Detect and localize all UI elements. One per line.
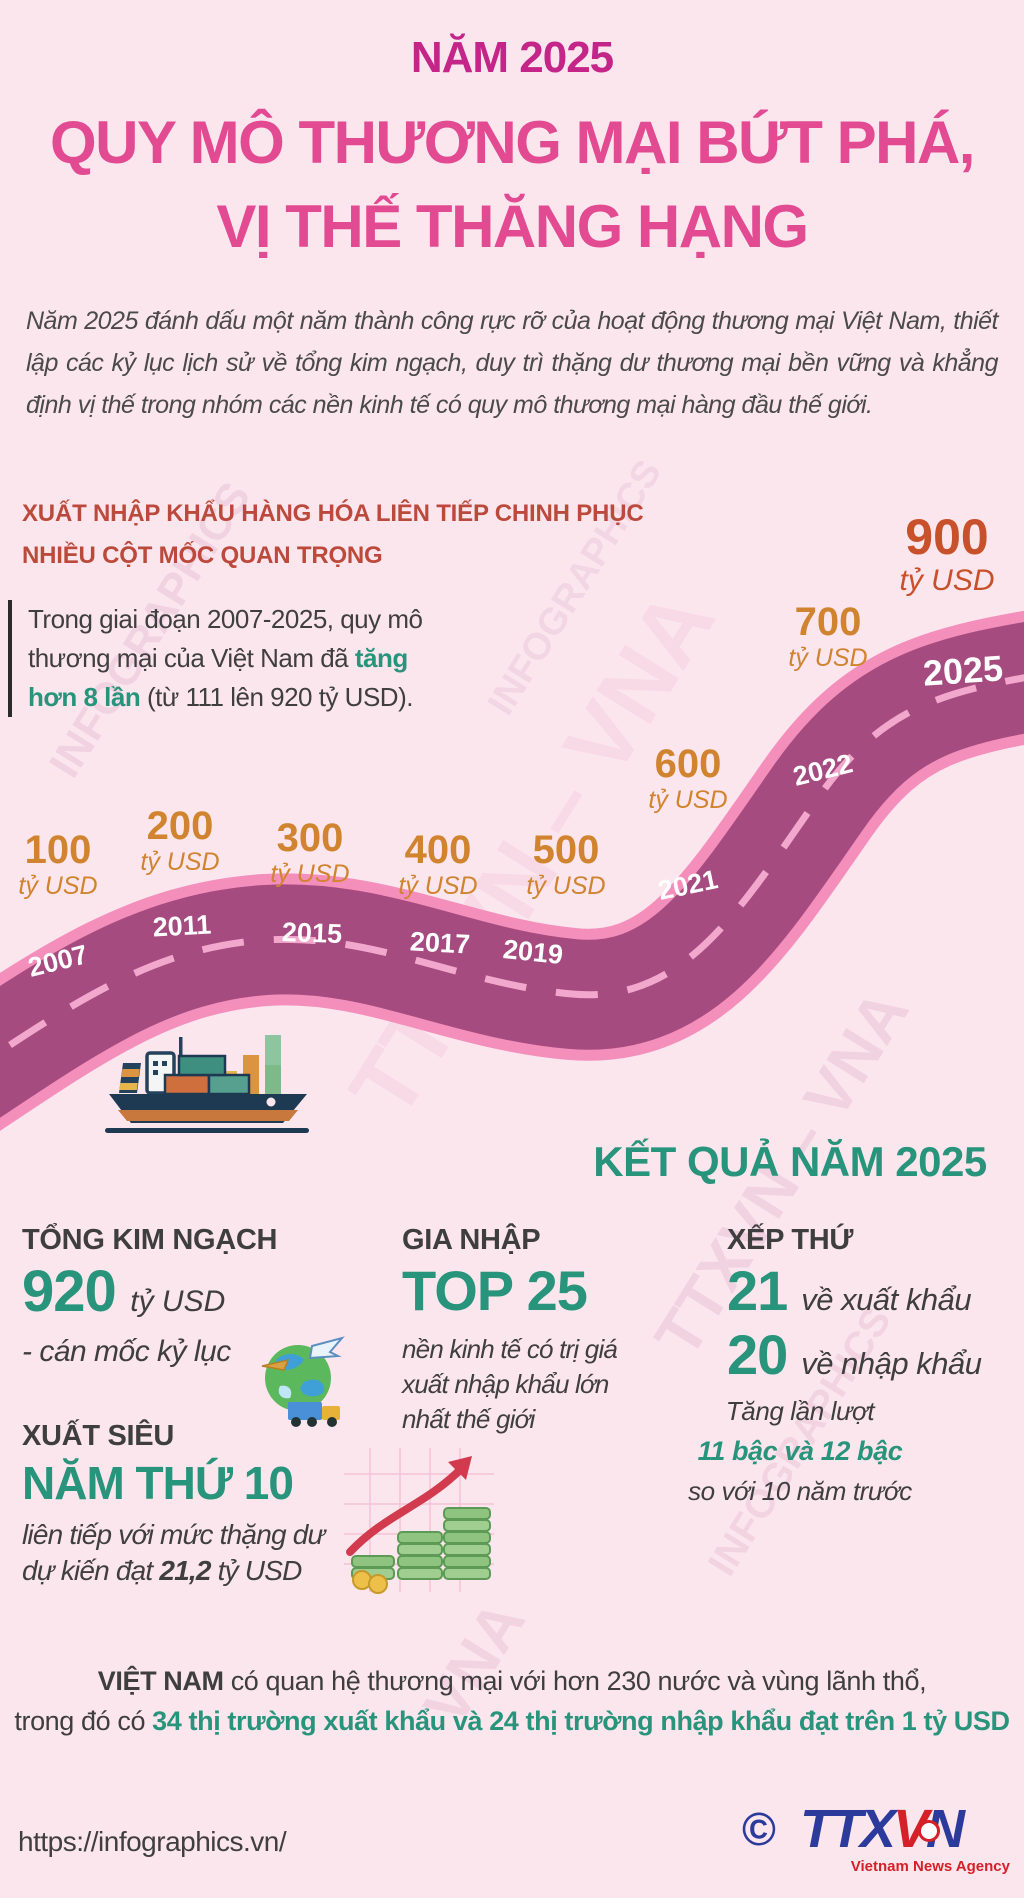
footnote-line2-highlight: 34 thị trường xuất khẩu và 24 thị trường… [152,1706,1010,1736]
milestone-unit: tỷ USD [648,786,728,814]
road-year-label: 2017 [409,926,471,960]
road-year-label: 2015 [281,916,343,950]
milestone-unit: tỷ USD [140,848,220,876]
surplus-desc-post: tỷ USD [210,1555,303,1586]
total-turnover-label: TỔNG KIM NGẠCH [22,1224,278,1256]
source-url[interactable]: https://infographics.vn/ [18,1826,287,1857]
road-center-dashes [0,674,1024,1056]
milestone-value: 600 tỷ USD [628,744,748,813]
ttxvn-logo-word: TTXVN [800,1802,1010,1856]
milestone-unit: tỷ USD [526,872,606,900]
logo-ttx: TTX [800,1799,896,1859]
cargo-ship-icon [105,1035,309,1133]
export-rank-number: 21 [727,1259,788,1322]
export-rank-row: 21 về xuất khẩu [727,1258,972,1323]
rank-note-line2: 11 bậc và 12 bậc [697,1436,903,1466]
kicker-year: NĂM 2025 [410,33,614,82]
top25-value: TOP 25 [402,1259,588,1322]
section-heading-line2: NHIỀU CỘT MỐC QUAN TRỌNG [22,542,383,569]
milestone-number: 300 [276,816,344,860]
milestone-value: 500 tỷ USD [506,830,626,899]
milestone-number: 500 [532,828,600,872]
milestone-value: 400 tỷ USD [378,830,498,899]
section-heading-line1: XUẤT NHẬP KHẨU HÀNG HÓA LIÊN TIẾP CHINH … [22,500,644,527]
milestone-number: 600 [654,742,722,786]
results-heading: KẾT QUẢ NĂM 2025 [593,1138,987,1185]
logo-globe-dot [918,1820,940,1842]
export-rank-label: về xuất khẩu [801,1282,972,1317]
ttxvn-logo: TTXVN Vietnam News Agency [800,1802,1010,1875]
period-note-pre: Trong giai đoạn 2007-2025, quy mô thương… [28,604,423,673]
top25-label: GIA NHẬP [402,1224,541,1256]
milestone-unit: tỷ USD [18,872,98,900]
milestone-value: 100 tỷ USD [0,830,118,899]
surplus-label: XUẤT SIÊU [22,1420,174,1452]
import-rank-number: 20 [727,1323,788,1386]
milestone-value: 700 tỷ USD [768,602,888,671]
page-title-line2: VỊ THẾ THĂNG HẠNG [216,193,809,260]
total-turnover-unit: tỷ USD [130,1285,226,1318]
surplus-value: NĂM THỨ 10 [22,1457,294,1509]
milestone-value-final: 900 tỷ USD [872,512,1022,596]
milestone-value: 300 tỷ USD [250,818,370,887]
footnote-line1-rest: có quan hệ thương mại với hơn 230 nước v… [223,1666,927,1696]
footnote-country: VIỆT NAM [97,1666,224,1696]
period-note: Trong giai đoạn 2007-2025, quy mô thương… [8,600,462,717]
milestone-unit: tỷ USD [398,872,478,900]
total-turnover-note: - cán mốc kỷ lục [22,1335,231,1368]
milestone-unit: tỷ USD [899,564,995,597]
footnote-line2-pre: trong đó có [14,1706,153,1736]
page-title-line1: QUY MÔ THƯƠNG MẠI BỨT PHÁ, [50,109,975,176]
period-note-post: (từ 111 lên 920 tỷ USD). [140,682,414,712]
total-turnover-number: 920 [22,1259,117,1324]
period-note-highlight: tăng hơn 8 lần [28,643,408,712]
milestone-number: 100 [24,828,92,872]
surplus-desc-line1: liên tiếp với mức thặng dư [22,1519,325,1550]
milestone-unit: tỷ USD [270,860,350,888]
import-rank-row: 20 về nhập khẩu [727,1322,982,1387]
top25-desc: nền kinh tế có trị giá xuất nhập khẩu lớ… [402,1334,618,1435]
footnote-line2: trong đó có 34 thị trường xuất khẩu và 2… [0,1706,1024,1737]
rank-note-line3: so với 10 năm trước [688,1476,912,1506]
milestone-value: 200 tỷ USD [120,806,240,875]
road-year-label: 2011 [151,909,212,943]
surplus-desc-pre: dự kiến đạt [22,1555,160,1586]
copyright-icon: © [742,1803,776,1855]
surplus-desc-line2: dự kiến đạt 21,2 tỷ USD [22,1552,302,1590]
rank-note-line1: Tăng lần lượt [725,1396,875,1426]
rank-label: XẾP THỨ [727,1224,854,1256]
import-rank-label: về nhập khẩu [801,1346,982,1381]
milestone-unit: tỷ USD [788,644,868,672]
logo-subtitle: Vietnam News Agency [850,1858,1010,1875]
footnote-line1: VIỆT NAM có quan hệ thương mại với hơn 2… [0,1666,1024,1697]
total-turnover-value: 920 tỷ USD [22,1258,225,1325]
milestone-number: 200 [146,804,214,848]
milestone-number: 700 [794,600,862,644]
trade-road-chart [0,610,1024,1131]
money-growth-icon [344,1448,494,1594]
milestone-number: 400 [404,828,472,872]
milestone-number: 900 [905,509,989,565]
globe-transport-icon [261,1336,345,1427]
intro-paragraph: Năm 2025 đánh dấu một năm thành công rực… [26,307,999,419]
surplus-amount: 21,2 [159,1555,211,1586]
